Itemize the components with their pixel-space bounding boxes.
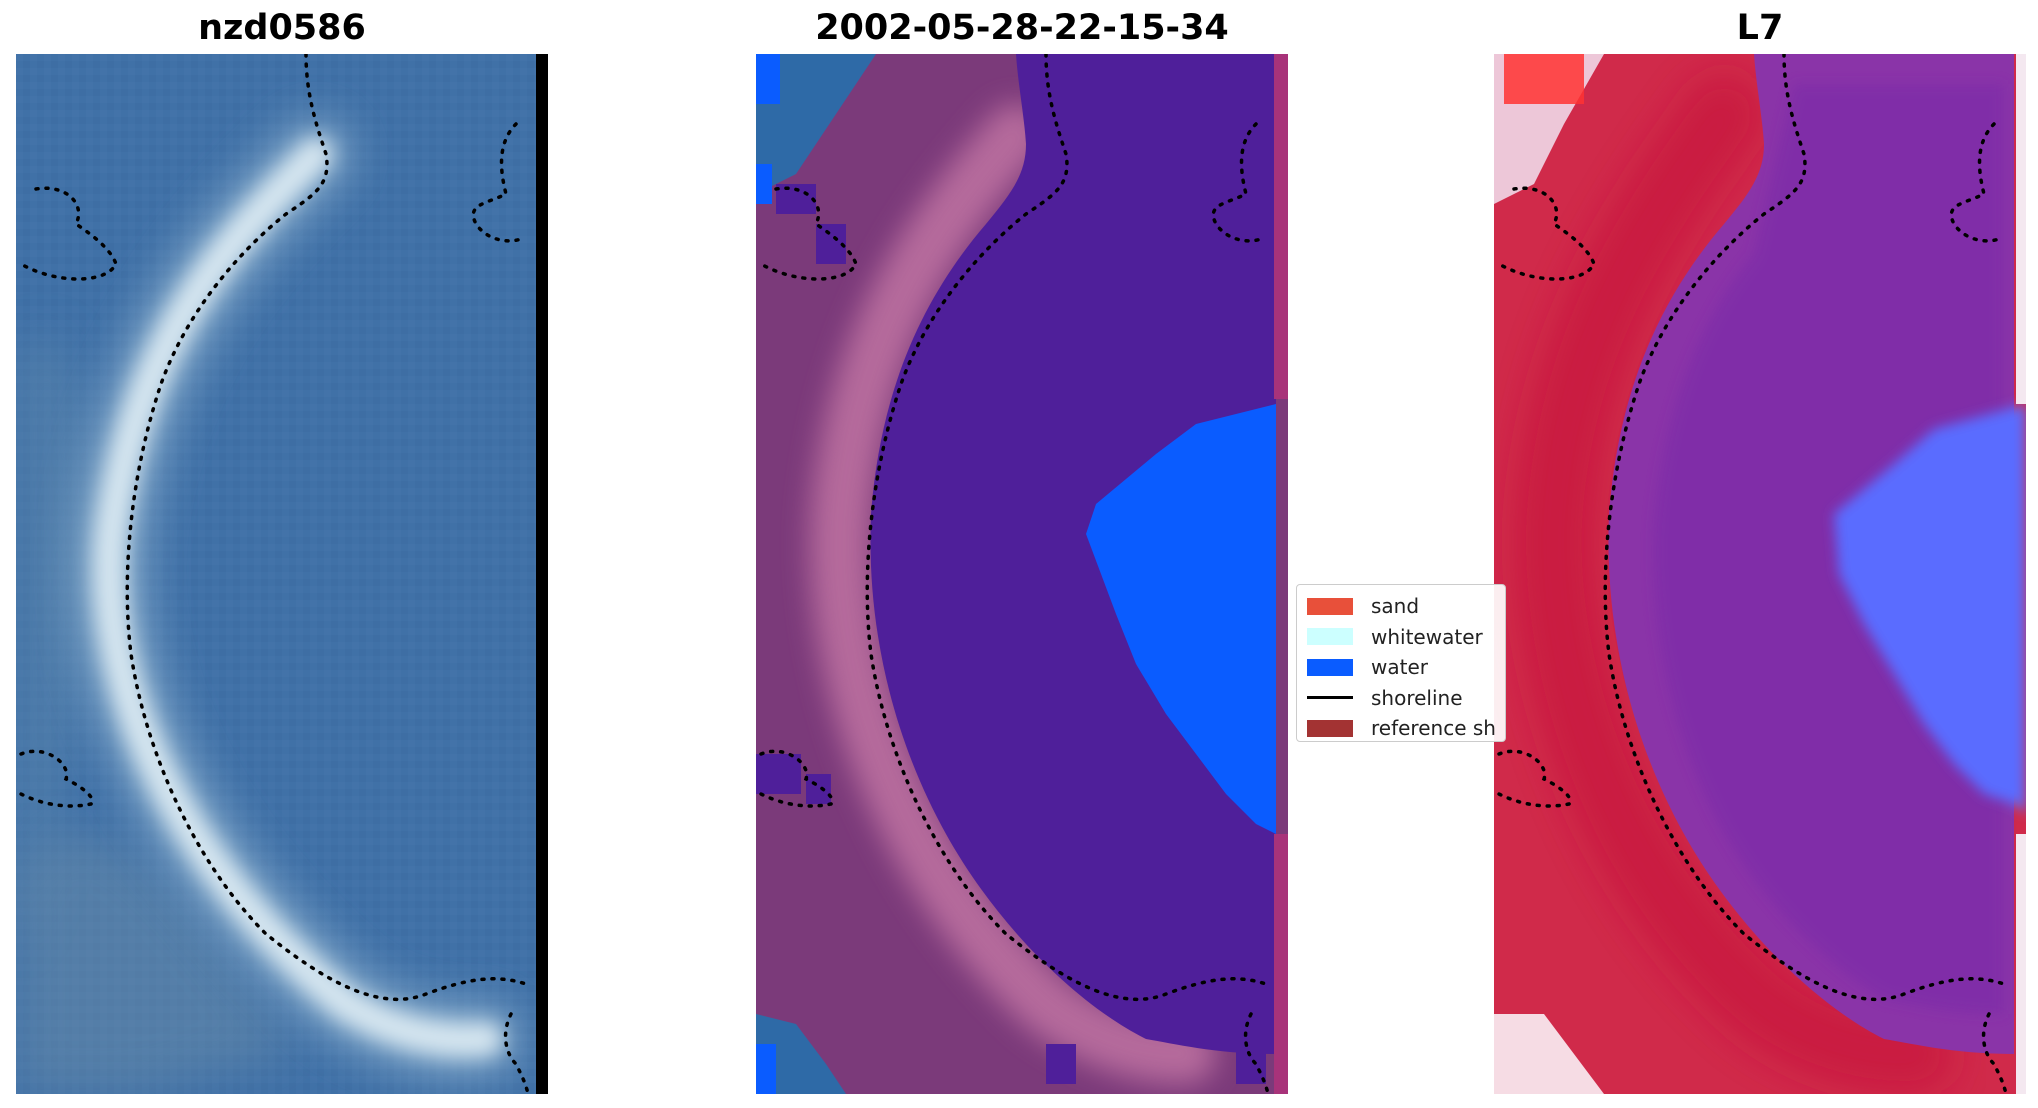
legend-label-sand: sand bbox=[1371, 594, 1420, 619]
legend: sand whitewater water shoreline referenc… bbox=[1296, 584, 1506, 742]
panel-title-rgb: nzd0586 bbox=[198, 8, 366, 48]
reference-shoreline bbox=[759, 54, 1270, 1094]
legend-swatch-sand bbox=[1307, 597, 1353, 615]
legend-label-shoreline: shoreline bbox=[1371, 685, 1463, 710]
legend-item-shoreline: shoreline bbox=[1307, 683, 1505, 714]
rgb-image bbox=[16, 54, 548, 1094]
legend-item-whitewater: whitewater bbox=[1307, 622, 1505, 653]
panel-title-satellite: L7 bbox=[1736, 8, 1784, 48]
legend-swatch-whitewater bbox=[1307, 628, 1353, 646]
reference-shoreline bbox=[1497, 54, 2008, 1094]
legend-label-reference-shoreline: reference sh bbox=[1371, 716, 1496, 741]
reference-shoreline bbox=[19, 54, 530, 1094]
legend-swatch-reference-shoreline bbox=[1307, 719, 1353, 737]
legend-item-reference-shoreline: reference sh bbox=[1307, 713, 1505, 741]
classified-image bbox=[756, 54, 1288, 1094]
legend-swatch-water bbox=[1307, 658, 1353, 676]
rgb-image-panel bbox=[16, 54, 548, 1094]
satellite-index-image bbox=[1494, 54, 2026, 1094]
panel-title-classified: 2002-05-28-22-15-34 bbox=[815, 8, 1229, 48]
legend-line-shoreline bbox=[1307, 696, 1353, 700]
legend-item-water: water bbox=[1307, 652, 1505, 683]
satellite-index-panel bbox=[1494, 54, 2026, 1094]
legend-label-whitewater: whitewater bbox=[1371, 624, 1483, 649]
legend-item-sand: sand bbox=[1307, 591, 1505, 622]
classified-image-panel bbox=[756, 54, 1288, 1094]
legend-label-water: water bbox=[1371, 655, 1428, 680]
